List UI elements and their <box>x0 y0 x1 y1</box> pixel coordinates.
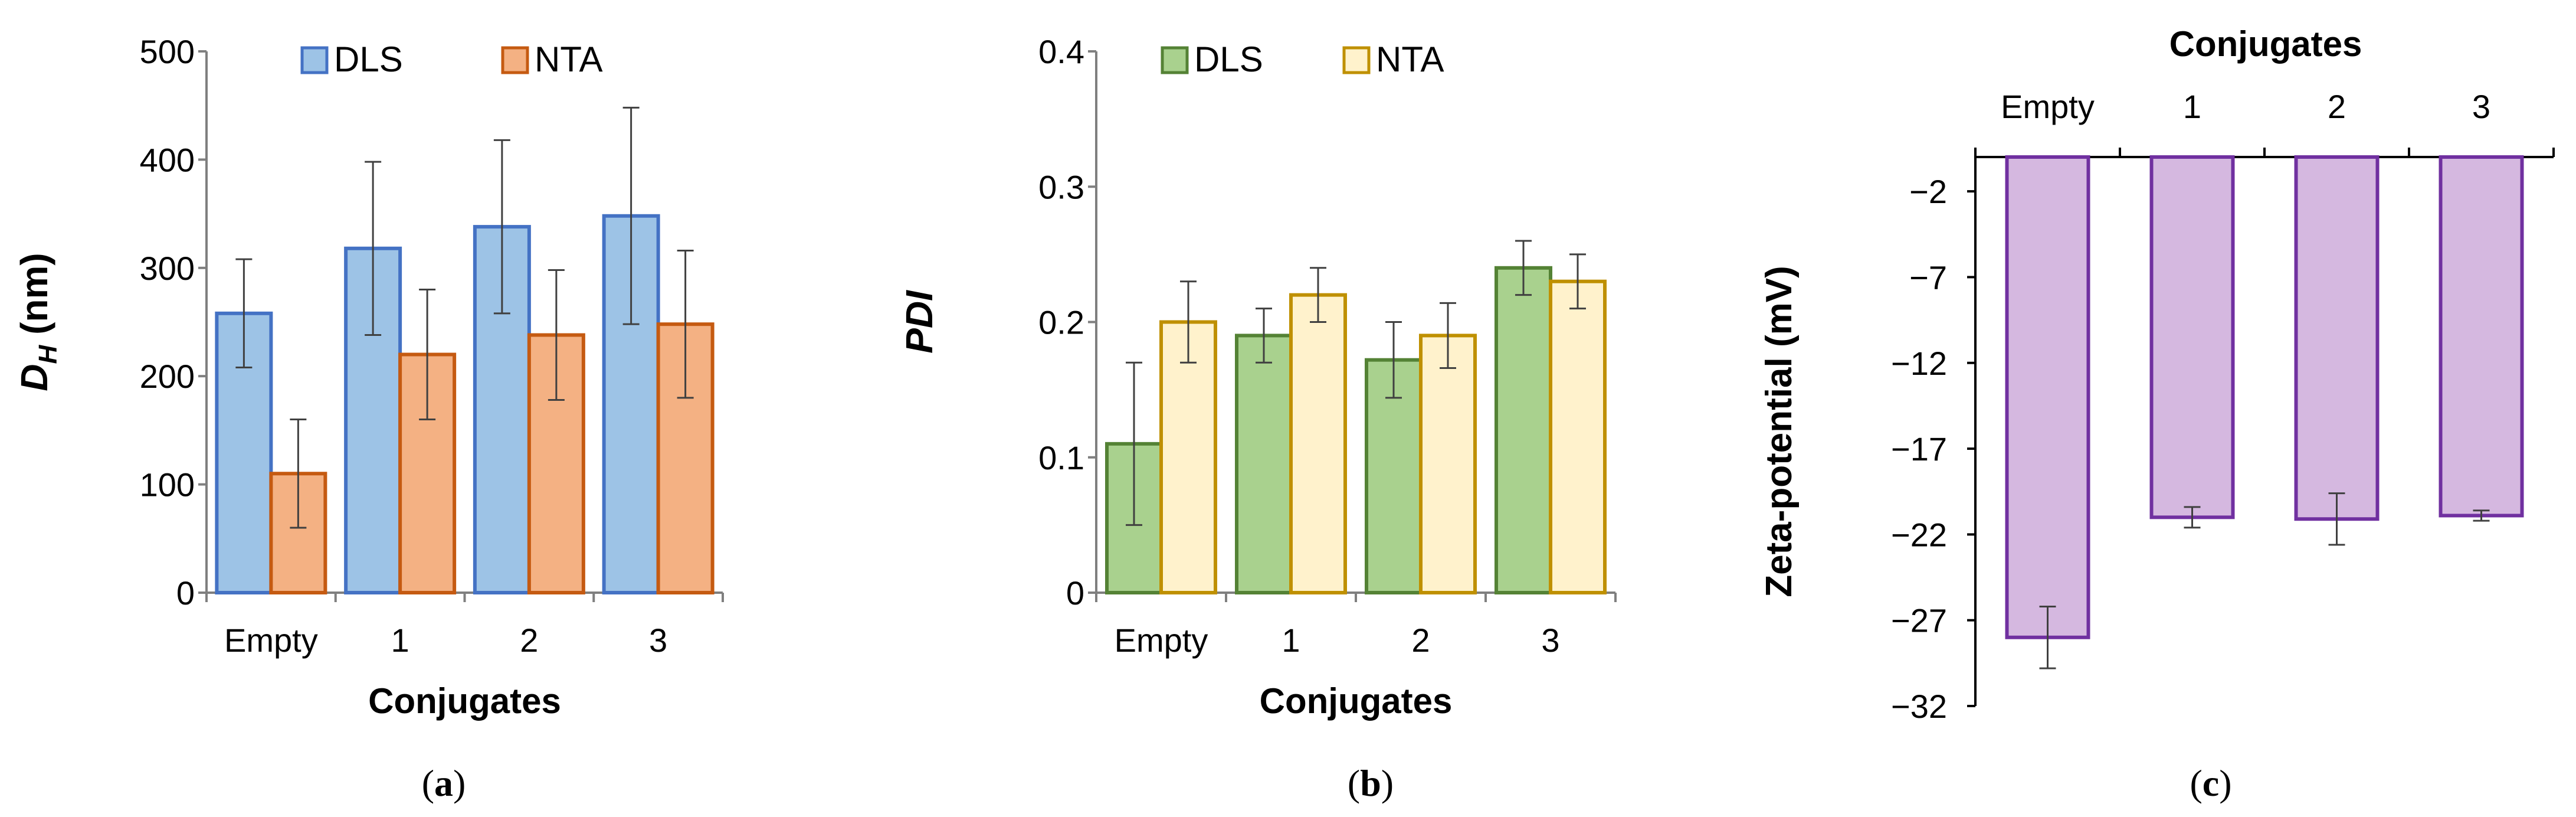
y-tick-label: 0.2 <box>1038 304 1084 341</box>
y-tick-label: 300 <box>140 250 195 287</box>
x-tick-label: 3 <box>649 622 667 659</box>
y-tick-label: −17 <box>1891 430 1947 468</box>
y-tick-label: −2 <box>1909 173 1947 210</box>
y-tick-label: 0.1 <box>1038 439 1084 476</box>
bar-nta-3 <box>1549 279 1607 595</box>
chart-panel-c: −2 −7 −12 −17 −22 −27 −32 Empty 1 2 3 Conjugates Zet… <box>1759 24 2555 725</box>
y-axis-title-main: PDI <box>898 290 940 354</box>
panel-label-letter: c <box>2203 762 2219 804</box>
legend-swatch-dls <box>1161 46 1189 74</box>
panel-label: (a) <box>422 762 466 804</box>
y-tick-label: 0.3 <box>1038 168 1084 205</box>
x-tick-label: Empty <box>1115 622 1208 659</box>
y-tick-label: −7 <box>1909 259 1947 296</box>
legend-label-nta: NTA <box>1376 40 1444 79</box>
x-tick-label: 3 <box>1541 622 1559 659</box>
legend-label-nta: NTA <box>535 40 603 79</box>
x-tick-label: 2 <box>1411 622 1430 659</box>
bar-zeta-1 <box>2149 155 2235 519</box>
legend-swatch-nta <box>1342 46 1371 74</box>
panel-label: (b) <box>1348 762 1394 804</box>
y-tick-label: 0 <box>176 574 195 612</box>
panel-label-letter: a <box>434 762 453 804</box>
legend-label-dls: DLS <box>1194 40 1263 79</box>
bar-zeta-2 <box>2294 155 2380 521</box>
panel-label-letter: b <box>1360 762 1381 804</box>
panel-label-open: ( <box>2190 762 2202 804</box>
y-tick-label: 400 <box>140 141 195 178</box>
legend-swatch-nta <box>501 46 529 74</box>
bar-dls-1 <box>1235 334 1293 594</box>
y-tick-label: 0.4 <box>1038 33 1084 70</box>
legend-swatch-dls <box>300 46 329 74</box>
bar-zeta-3 <box>2439 155 2524 518</box>
panel-labels: (a) (b) (c) <box>422 762 2232 804</box>
x-tick-label: 2 <box>2328 88 2346 125</box>
x-tick-label: Empty <box>2001 88 2095 125</box>
chart-panel-b: 0 0.1 0.2 0.3 0.4 Empty 1 2 3 Conjugates DLS NTA PDI <box>898 33 1617 721</box>
bar-nta-2 <box>1419 334 1477 594</box>
y-tick-label: −12 <box>1891 345 1947 382</box>
chart-panel-a: 0 100 200 300 400 500 Empty 1 2 3 Conjugates DLS NTA… <box>13 33 724 721</box>
bar-dls-3 <box>1495 266 1552 594</box>
x-tick-label: 2 <box>520 622 538 659</box>
y-tick-label: 200 <box>140 358 195 395</box>
x-tick-label: 3 <box>2472 88 2490 125</box>
panel-label: (c) <box>2190 762 2231 804</box>
y-axis-title: Zeta-potential (mV) <box>1759 266 1800 597</box>
bar-zeta-empty <box>2005 155 2090 639</box>
y-tick-label: 0 <box>1066 574 1084 612</box>
x-tick-label: 1 <box>391 622 409 659</box>
y-axis-title: PDI <box>898 290 940 354</box>
bar-dls-empty <box>215 311 273 594</box>
panel-label-open: ( <box>422 762 434 804</box>
y-tick-label: −27 <box>1891 602 1947 639</box>
x-tick-label: 1 <box>1282 622 1300 659</box>
x-axis-title: Conjugates <box>368 681 561 721</box>
x-tick-label: Empty <box>224 622 318 659</box>
y-tick-label: −22 <box>1891 516 1947 553</box>
y-axis-title: DH (nm) <box>13 253 63 391</box>
y-axis-title-unit: (nm) <box>13 253 55 345</box>
x-axis-title: Conjugates <box>1260 681 1453 721</box>
x-axis-title: Conjugates <box>2169 24 2362 64</box>
panel-label-close: ) <box>2219 762 2231 804</box>
x-tick-label: 1 <box>2183 88 2201 125</box>
y-tick-label: 500 <box>140 33 195 70</box>
y-tick-label: −32 <box>1891 688 1947 725</box>
panel-label-close: ) <box>453 762 466 804</box>
bar-nta-1 <box>1289 293 1347 594</box>
legend-label-dls: DLS <box>334 40 403 79</box>
panel-label-close: ) <box>1381 762 1394 804</box>
y-tick-label: 100 <box>140 466 195 504</box>
y-axis-title-subscript: H <box>34 344 63 364</box>
y-axis-title-main: D <box>13 364 55 391</box>
panel-label-open: ( <box>1348 762 1360 804</box>
